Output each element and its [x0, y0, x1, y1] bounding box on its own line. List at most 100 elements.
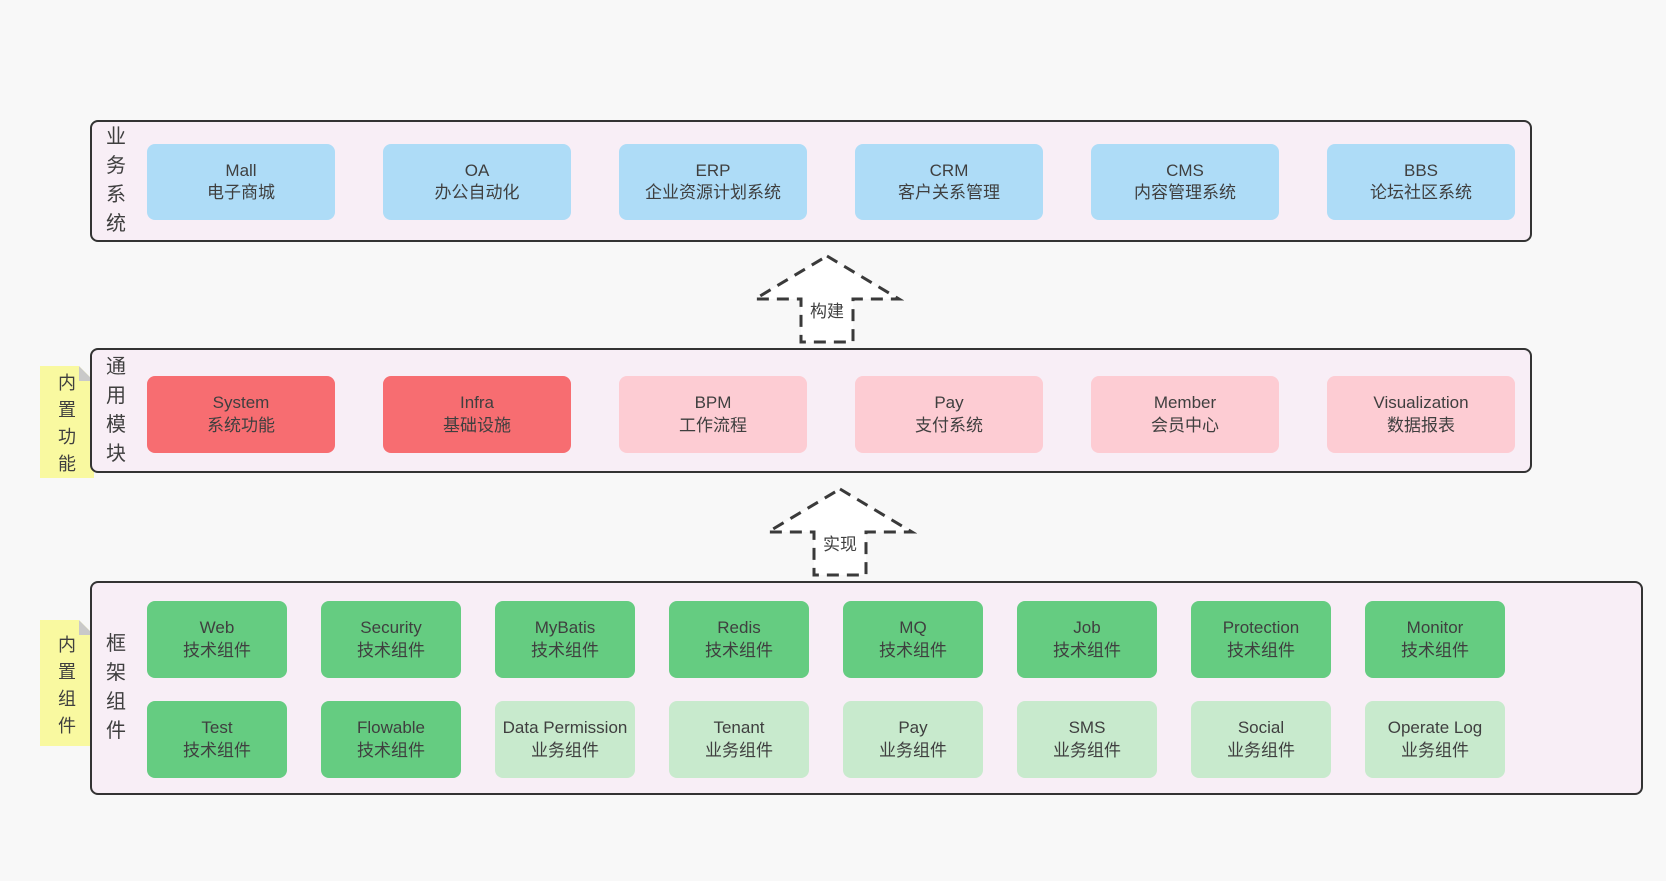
box-sms: SMS 业务组件	[1017, 701, 1157, 778]
box-subtitle: 系统功能	[207, 415, 275, 435]
arrow-build-icon: 构建	[750, 254, 904, 344]
layer-label: 框架组件	[106, 633, 126, 742]
box-cms: CMS 内容管理系统	[1091, 144, 1279, 220]
box-title: Member	[1153, 393, 1217, 413]
box-subtitle: 业务组件	[1053, 740, 1121, 760]
sticky-note-label: 内置组件	[58, 634, 76, 736]
box-subtitle: 业务组件	[705, 740, 773, 760]
box-subtitle: 技术组件	[183, 740, 251, 760]
box-protection: Protection 技术组件	[1191, 601, 1331, 678]
box-data-permission: Data Permission 业务组件	[495, 701, 635, 778]
box-subtitle: 业务组件	[1401, 740, 1469, 760]
box-subtitle: 数据报表	[1387, 415, 1455, 435]
framework-box-row-2: Test 技术组件 Flowable 技术组件 Data Permission …	[147, 701, 1505, 778]
arrow-label: 构建	[810, 302, 844, 321]
box-subtitle: 业务组件	[531, 740, 599, 760]
box-subtitle: 支付系统	[915, 415, 983, 435]
box-title: Job	[1073, 618, 1101, 638]
business-box-row: Mall 电子商城 OA 办公自动化 ERP 企业资源计划系统 CRM 客户关系…	[147, 144, 1515, 220]
box-title: MQ	[899, 618, 927, 638]
box-title: MyBatis	[534, 618, 596, 638]
box-subtitle: 内容管理系统	[1134, 183, 1236, 202]
box-title: Tenant	[713, 718, 765, 738]
layer-business-systems: 业务系统 Mall 电子商城 OA 办公自动化 ERP 企业资源计划系统 CRM…	[90, 120, 1532, 242]
box-title: ERP	[695, 160, 731, 180]
box-bpm: BPM 工作流程	[619, 376, 807, 453]
box-title: Web	[199, 618, 235, 638]
box-pay-component: Pay 业务组件	[843, 701, 983, 778]
box-redis: Redis 技术组件	[669, 601, 809, 678]
box-mybatis: MyBatis 技术组件	[495, 601, 635, 678]
box-subtitle: 技术组件	[183, 640, 251, 660]
box-subtitle: 办公自动化	[434, 183, 520, 202]
box-title: BPM	[694, 393, 732, 413]
box-title: Security	[360, 618, 422, 638]
box-web: Web 技术组件	[147, 601, 287, 678]
box-job: Job 技术组件	[1017, 601, 1157, 678]
layer-framework-components: 框架组件 Web 技术组件 Security 技术组件 MyBatis 技术组件…	[90, 581, 1643, 795]
box-pay-module: Pay 支付系统	[855, 376, 1043, 453]
box-title: OA	[464, 160, 490, 180]
box-subtitle: 论坛社区系统	[1370, 183, 1472, 202]
box-title: Visualization	[1373, 393, 1469, 413]
box-operate-log: Operate Log 业务组件	[1365, 701, 1505, 778]
box-subtitle: 客户关系管理	[898, 183, 1000, 202]
sticky-note-label: 内置功能	[58, 373, 76, 475]
arrow-label: 实现	[823, 535, 857, 554]
box-title: SMS	[1068, 718, 1106, 738]
box-security: Security 技术组件	[321, 601, 461, 678]
box-subtitle: 技术组件	[705, 640, 773, 660]
box-subtitle: 技术组件	[531, 640, 599, 660]
box-member: Member 会员中心	[1091, 376, 1279, 453]
arrow-implement-icon: 实现	[763, 487, 917, 577]
box-flowable: Flowable 技术组件	[321, 701, 461, 778]
box-subtitle: 企业资源计划系统	[645, 183, 781, 202]
box-title: CMS	[1166, 160, 1204, 180]
box-monitor: Monitor 技术组件	[1365, 601, 1505, 678]
box-title: Mall	[225, 160, 257, 180]
box-subtitle: 技术组件	[1227, 640, 1295, 660]
box-infra: Infra 基础设施	[383, 376, 571, 453]
box-subtitle: 会员中心	[1151, 415, 1219, 435]
box-subtitle: 技术组件	[879, 640, 947, 660]
box-title: Protection	[1222, 618, 1300, 638]
box-oa: OA 办公自动化	[383, 144, 571, 220]
box-subtitle: 技术组件	[1053, 640, 1121, 660]
box-subtitle: 基础设施	[443, 415, 511, 435]
box-title: Monitor	[1406, 618, 1464, 638]
layer-label: 业务系统	[106, 126, 126, 235]
box-subtitle: 技术组件	[357, 740, 425, 760]
box-title: Redis	[717, 618, 761, 638]
box-bbs: BBS 论坛社区系统	[1327, 144, 1515, 220]
box-title: Pay	[898, 718, 928, 738]
box-subtitle: 业务组件	[1227, 740, 1295, 760]
box-title: Test	[201, 718, 233, 738]
box-mq: MQ 技术组件	[843, 601, 983, 678]
box-title: Flowable	[356, 718, 426, 738]
box-erp: ERP 企业资源计划系统	[619, 144, 807, 220]
box-visualization: Visualization 数据报表	[1327, 376, 1515, 453]
box-title: BBS	[1403, 160, 1439, 180]
box-system: System 系统功能	[147, 376, 335, 453]
layer-label: 通用模块	[106, 355, 126, 465]
box-tenant: Tenant 业务组件	[669, 701, 809, 778]
box-subtitle: 业务组件	[879, 740, 947, 760]
layer-common-modules: 通用模块 System 系统功能 Infra 基础设施 BPM 工作流程 Pay…	[90, 348, 1532, 473]
box-title: Operate Log	[1387, 718, 1483, 738]
box-subtitle: 技术组件	[357, 640, 425, 660]
box-subtitle: 技术组件	[1401, 640, 1469, 660]
box-subtitle: 电子商城	[207, 183, 275, 202]
box-mall: Mall 电子商城	[147, 144, 335, 220]
box-social: Social 业务组件	[1191, 701, 1331, 778]
box-test: Test 技术组件	[147, 701, 287, 778]
modules-box-row: System 系统功能 Infra 基础设施 BPM 工作流程 Pay 支付系统…	[147, 376, 1515, 453]
framework-box-row-1: Web 技术组件 Security 技术组件 MyBatis 技术组件 Redi…	[147, 601, 1505, 678]
box-subtitle: 工作流程	[679, 415, 747, 435]
sticky-note-built-in-components: 内置组件	[40, 620, 94, 746]
box-title: CRM	[929, 160, 969, 180]
box-title: System	[212, 393, 270, 413]
box-title: Data Permission	[502, 718, 628, 738]
box-title: Infra	[459, 393, 495, 413]
box-title: Social	[1237, 718, 1285, 738]
